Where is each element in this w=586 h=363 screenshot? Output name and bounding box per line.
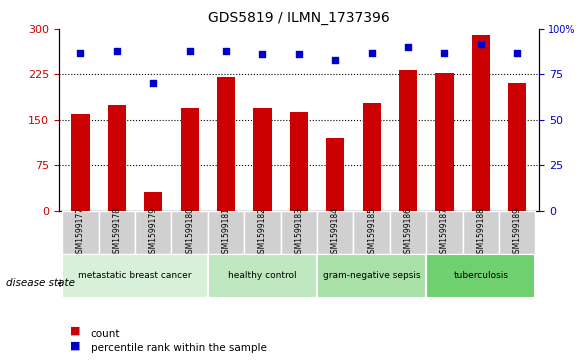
Text: gram-negative sepsis: gram-negative sepsis — [323, 272, 421, 280]
Text: healthy control: healthy control — [228, 272, 297, 280]
Point — [76, 50, 85, 56]
FancyBboxPatch shape — [281, 211, 317, 254]
Text: GSM1599188: GSM1599188 — [476, 207, 485, 258]
FancyBboxPatch shape — [244, 211, 281, 254]
FancyBboxPatch shape — [317, 254, 426, 298]
Point — [403, 44, 413, 50]
Title: GDS5819 / ILMN_1737396: GDS5819 / ILMN_1737396 — [208, 11, 390, 25]
FancyBboxPatch shape — [426, 211, 463, 254]
Bar — [144, 192, 162, 211]
Text: percentile rank within the sample: percentile rank within the sample — [91, 343, 267, 354]
Bar — [435, 73, 454, 211]
FancyBboxPatch shape — [353, 211, 390, 254]
FancyBboxPatch shape — [463, 211, 499, 254]
Text: GSM1599178: GSM1599178 — [113, 207, 121, 258]
Bar — [217, 77, 235, 211]
Point — [149, 81, 158, 86]
Text: GSM1599179: GSM1599179 — [149, 207, 158, 258]
Text: GSM1599189: GSM1599189 — [513, 207, 522, 258]
FancyBboxPatch shape — [426, 254, 536, 298]
FancyBboxPatch shape — [135, 211, 172, 254]
FancyBboxPatch shape — [317, 211, 353, 254]
Text: GSM1599183: GSM1599183 — [294, 207, 304, 258]
Text: count: count — [91, 329, 120, 339]
Bar — [399, 70, 417, 211]
Point — [476, 41, 486, 46]
FancyBboxPatch shape — [499, 211, 536, 254]
Text: ■: ■ — [70, 326, 81, 336]
Text: tuberculosis: tuberculosis — [454, 272, 509, 280]
Text: GSM1599184: GSM1599184 — [331, 207, 340, 258]
FancyBboxPatch shape — [62, 254, 208, 298]
FancyBboxPatch shape — [208, 254, 317, 298]
Point — [294, 52, 304, 57]
Point — [112, 48, 121, 54]
FancyBboxPatch shape — [62, 211, 98, 254]
Bar — [289, 112, 308, 211]
Bar — [472, 35, 490, 211]
Point — [513, 50, 522, 56]
Point — [440, 50, 449, 56]
Text: GSM1599181: GSM1599181 — [222, 207, 230, 258]
Text: metastatic breast cancer: metastatic breast cancer — [79, 272, 192, 280]
Text: GSM1599187: GSM1599187 — [440, 207, 449, 258]
Bar — [180, 108, 199, 211]
Point — [331, 57, 340, 63]
Point — [258, 52, 267, 57]
Text: GSM1599180: GSM1599180 — [185, 207, 194, 258]
FancyBboxPatch shape — [208, 211, 244, 254]
Text: GSM1599185: GSM1599185 — [367, 207, 376, 258]
Text: GSM1599182: GSM1599182 — [258, 207, 267, 258]
Bar — [363, 103, 381, 211]
FancyBboxPatch shape — [172, 211, 208, 254]
FancyBboxPatch shape — [390, 211, 426, 254]
Text: GSM1599177: GSM1599177 — [76, 207, 85, 258]
Bar — [326, 138, 345, 211]
FancyBboxPatch shape — [98, 211, 135, 254]
Bar — [71, 114, 90, 211]
Point — [367, 50, 376, 56]
Text: 100%: 100% — [548, 25, 575, 35]
Text: ■: ■ — [70, 340, 81, 351]
Bar — [508, 83, 526, 211]
Point — [185, 48, 195, 54]
Text: disease state: disease state — [6, 278, 75, 288]
Bar — [108, 105, 126, 211]
Bar — [253, 108, 271, 211]
Text: GSM1599186: GSM1599186 — [404, 207, 413, 258]
Point — [222, 48, 231, 54]
